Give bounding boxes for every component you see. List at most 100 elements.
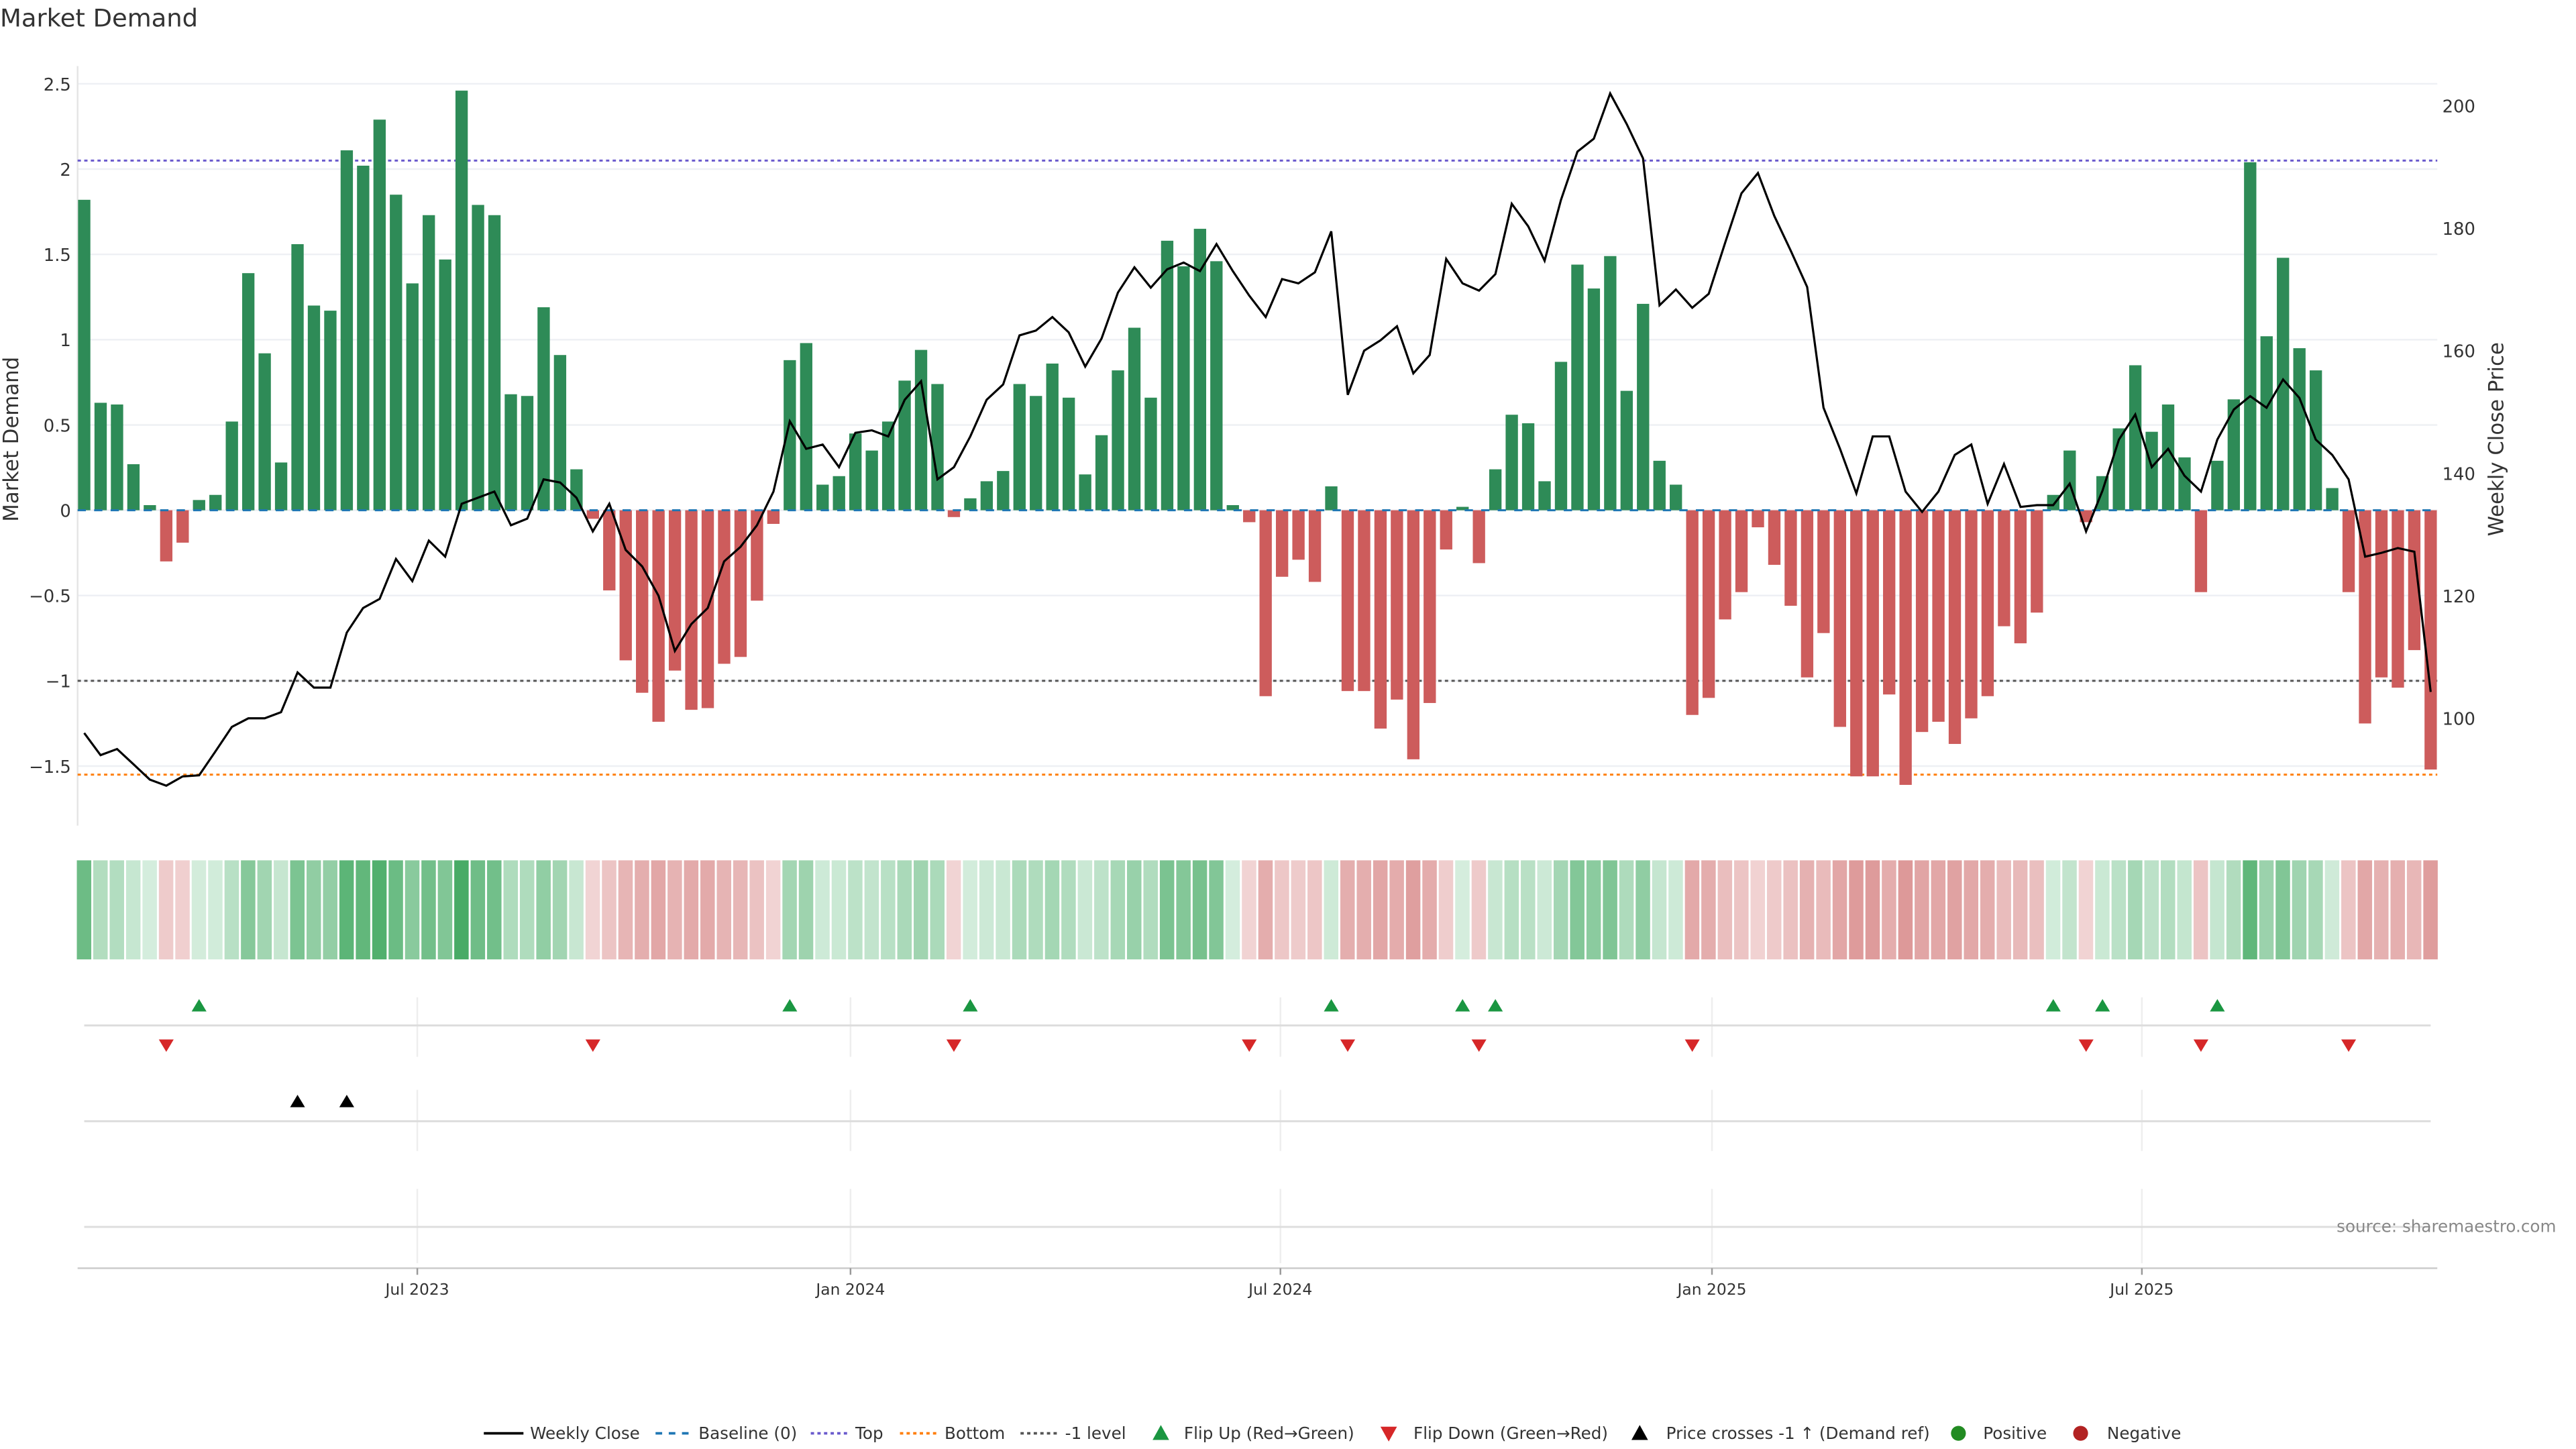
negative-bar [2408,510,2421,651]
negative-bar [1440,510,1452,550]
heat-cell [1865,860,1880,960]
negative-bar [160,510,173,561]
positive-bar [144,504,156,511]
legend: Weekly Close Baseline (0) Top Bottom -1 leve… [484,1424,2181,1443]
negative-bar [1883,510,1896,695]
negative-bar [1686,510,1699,715]
positive-bar [1193,229,1207,511]
heat-cell [700,860,715,960]
negative-bar [734,510,747,657]
y2-tick-label: 160 [2443,342,2475,362]
heat-cell [996,860,1010,960]
positive-bar [1653,460,1666,511]
positive-bar [997,471,1010,511]
y-tick-label: 0.5 [44,416,71,436]
heat-cell [946,860,961,960]
negative-bar [1965,510,1978,718]
legend-item-label: Flip Down (Green→Red) [1413,1424,1608,1443]
heat-cell [437,860,453,960]
heat-cell [1077,860,1093,960]
heat-cell [1964,860,1978,960]
source-label: source: sharemaestro.com [2337,1216,2556,1236]
negative-bar [2375,510,2388,678]
heat-cell [1996,860,2011,960]
negative-bar [1259,510,1272,696]
negative-bar [1308,510,1322,582]
legend-item-label: Flip Up (Red→Green) [1184,1424,1354,1443]
positive-bar [2161,404,2175,511]
positive-bar [193,500,205,511]
heat-cell [733,860,748,960]
negative-bar [1866,510,1879,777]
heat-cell [1422,860,1437,960]
flip-up-marker [2095,999,2110,1012]
heat-cell [323,860,337,960]
heat-cell [1586,860,1601,960]
positive-bar [1456,506,1469,511]
heat-cell [2308,860,2323,960]
heat-cell [142,860,157,960]
heat-cell [1717,860,1733,960]
demand-heat-strip [76,860,2438,960]
legend-item-label: Baseline (0) [698,1424,797,1443]
positive-bar [1161,240,1174,511]
positive-bar [2063,450,2076,511]
heat-cell [1947,860,1962,960]
heat-cell [208,860,223,960]
flip-down-marker [158,1039,174,1052]
positive-bar [1177,266,1190,511]
heat-cell [1849,860,1864,960]
positive-bar [209,494,222,511]
heat-cell [224,860,239,960]
y2-axis-label: Weekly Close Price [2485,342,2509,536]
positive-bar [914,350,928,511]
negative-bar [751,510,763,601]
positive-bar [521,396,534,511]
y2-tick-label: 180 [2443,219,2475,239]
negative-bar [652,510,665,722]
legend-item-label: -1 level [1065,1424,1126,1443]
legend-circle-icon [2073,1426,2088,1441]
negative-bar [2342,510,2355,592]
heat-cell [2029,860,2044,960]
heat-cell [519,860,535,960]
negative-bar [2194,510,2208,592]
negative-bar [1472,510,1485,564]
heat-cell [1783,860,1798,960]
positive-bar [2145,431,2158,511]
positive-bar [1210,261,1223,511]
heat-cell [1816,860,1831,960]
positive-bar [1030,396,1042,511]
positive-bar [898,380,911,511]
positive-bar [1128,327,1141,511]
positive-bar [373,119,386,511]
heat-cell [2062,860,2077,960]
heat-cell [1570,860,1585,960]
positive-bar [2277,258,2290,511]
positive-bar [1637,303,1650,511]
flip-up-marker [782,999,798,1012]
flip-up-marker [2045,999,2061,1012]
negative-bar [1702,510,1715,698]
heat-cell [667,860,682,960]
price-cross-marker [339,1095,354,1108]
flip-down-marker [1340,1039,1356,1052]
heat-cell [1750,860,1766,960]
x-axis-ticks: Jul 2023 Jan 2024 Jul 2024 Jan 2025 Jul 2025 [77,1267,2438,1299]
heat-cell [618,860,633,960]
positive-bar [439,259,451,511]
x-tick-label: Jul 2025 [2108,1280,2174,1299]
heat-cell [1455,860,1470,960]
negative-bar [586,510,599,519]
legend-circle-icon [1951,1426,1966,1441]
y-tick-label: 0 [60,501,70,521]
heat-cell [897,860,912,960]
heat-cell [1521,860,1536,960]
heat-cell [635,860,649,960]
heat-cell [2243,860,2257,960]
heat-cell [158,860,174,960]
y2-axis-ticks: 200 180 160 140 120 100 [2443,97,2475,729]
y2-tick-label: 140 [2443,464,2475,484]
heat-cell [1094,860,1109,960]
heat-cell [1799,860,1815,960]
